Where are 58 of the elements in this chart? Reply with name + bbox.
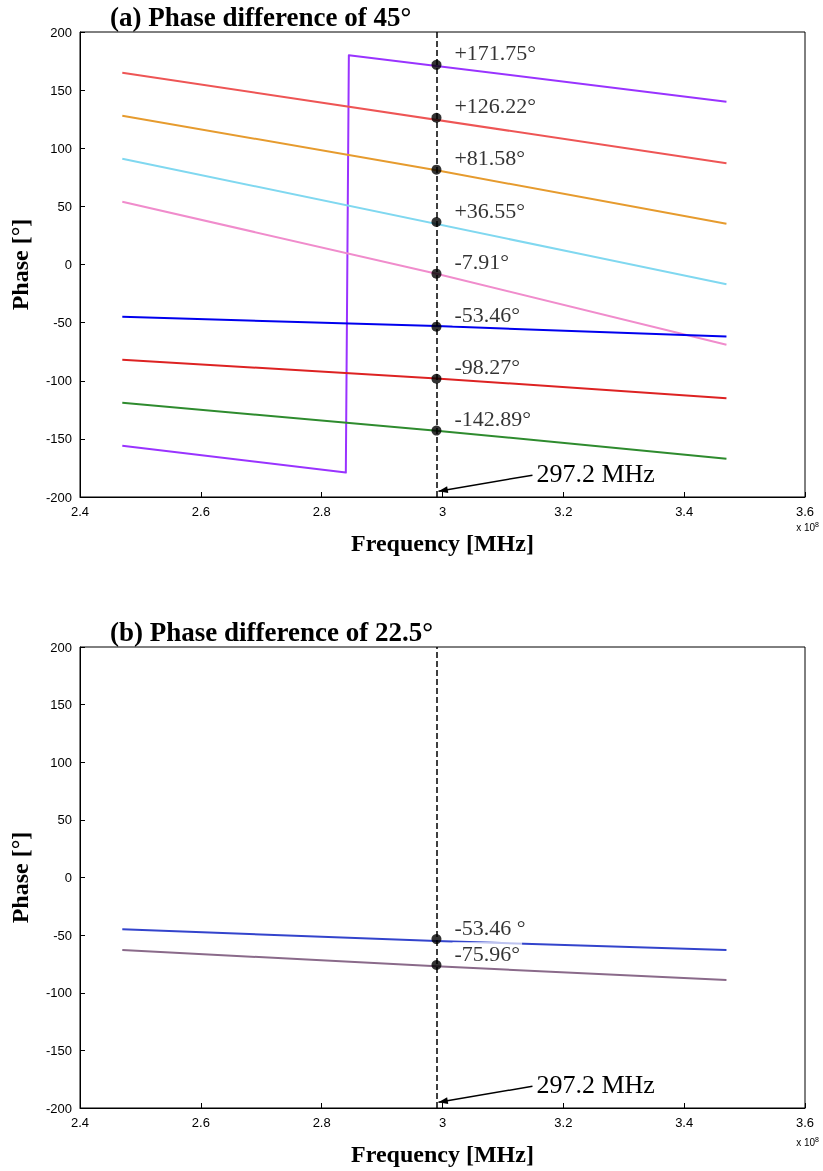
point: [431, 112, 442, 123]
point: [431, 217, 442, 228]
x-tick-label: 3.6: [795, 504, 815, 519]
y-axis-title: Phase [°]: [7, 218, 33, 311]
data-label: -53.46 °: [454, 914, 526, 940]
data-label: +81.58°: [454, 145, 526, 171]
y-tick-label: -200: [45, 1100, 72, 1116]
y-tick-label: -100: [45, 373, 72, 389]
x-tick-label: 2.8: [312, 1115, 331, 1130]
annotation: 297.2 MHz: [536, 1069, 655, 1099]
x-axis-title: Frequency [MHz]: [351, 1141, 534, 1167]
x-tick-label: 3.6: [795, 1115, 815, 1130]
data-label: -7.91°: [454, 249, 510, 275]
y-tick-label: 100: [50, 140, 72, 156]
x-tick-label: 3.4: [675, 1115, 694, 1130]
y-tick-label: -50: [53, 315, 72, 331]
y-tick-label: -50: [53, 927, 72, 943]
y-tick-label: -100: [45, 985, 72, 1001]
annotation: 297.2 MHz: [536, 458, 655, 488]
data-label: -142.89°: [454, 406, 532, 432]
data-label: -75.96°: [454, 940, 521, 966]
x-tick-label: 3: [438, 1115, 447, 1130]
x-tick-label: 3: [438, 504, 447, 519]
x-tick-label: 2.4: [70, 1115, 90, 1130]
point: [431, 425, 442, 436]
y-tick-label: 150: [50, 697, 72, 713]
x-tick-label: 2.4: [70, 504, 90, 519]
x-axis-title: Frequency [MHz]: [351, 530, 534, 556]
point: [431, 268, 442, 279]
y-tick-label: -200: [45, 489, 72, 505]
y-tick-label: 200: [50, 24, 72, 40]
data-label: +36.55°: [454, 197, 526, 223]
y-tick-label: -150: [45, 1042, 72, 1058]
x-tick-label: 3.2: [554, 1115, 573, 1130]
x-tick-label: 2.6: [191, 1115, 210, 1130]
x-tick-label: 3.2: [554, 504, 573, 519]
point: [431, 373, 442, 384]
point: [431, 164, 442, 175]
y-axis-title: Phase [°]: [7, 831, 33, 924]
data-label: +171.75°: [454, 40, 537, 66]
y-tick-label: -150: [45, 431, 72, 447]
y-tick-label: 0: [64, 257, 72, 272]
y-tick-label: 100: [50, 754, 72, 770]
point: [431, 59, 442, 70]
y-tick-label: 50: [57, 812, 72, 828]
data-label: -53.46°: [454, 302, 521, 328]
y-tick-label: 0: [64, 870, 72, 885]
y-tick-label: 200: [50, 639, 72, 655]
chart-title: (b) Phase difference of 22.5°: [110, 616, 433, 647]
point: [431, 321, 442, 332]
x-tick-label: 2.8: [312, 504, 331, 519]
x-tick-label: 3.4: [675, 504, 694, 519]
y-tick-label: 150: [50, 82, 72, 98]
data-label: -98.27°: [454, 354, 521, 380]
y-tick-label: 50: [57, 198, 72, 214]
data-label: +126.22°: [454, 93, 537, 119]
chart-title: (a) Phase difference of 45°: [110, 1, 412, 32]
x-tick-label: 2.6: [191, 504, 210, 519]
